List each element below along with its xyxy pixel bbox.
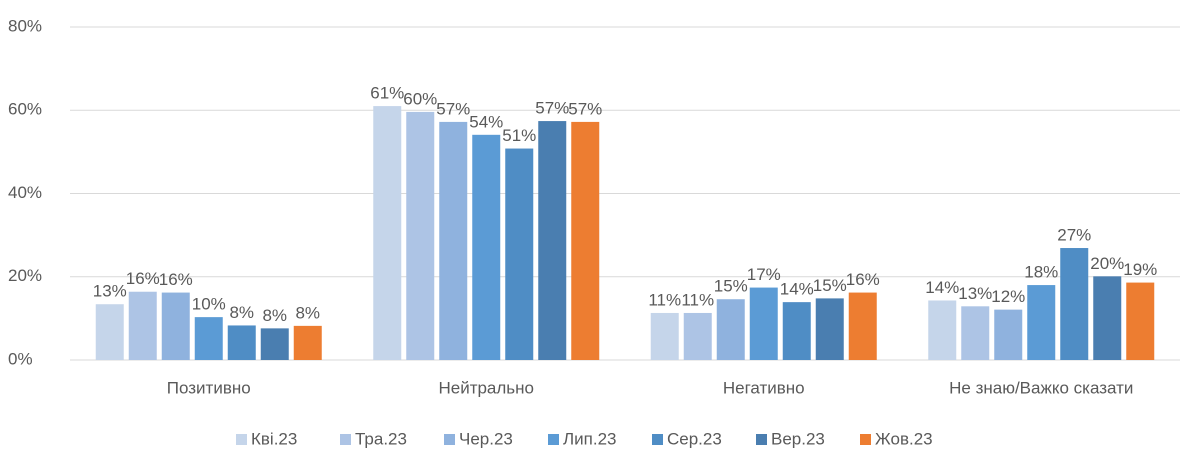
bar [227, 325, 256, 360]
data-label: 13% [93, 282, 127, 301]
data-label: 16% [159, 270, 193, 289]
data-label: 60% [403, 89, 437, 108]
legend-swatch [340, 434, 351, 445]
bar [571, 121, 600, 360]
bar [782, 302, 811, 360]
data-label: 15% [813, 276, 847, 295]
bar [260, 328, 289, 360]
data-label: 17% [747, 265, 781, 284]
data-label: 27% [1057, 226, 1091, 245]
x-tick-label: Позитивно [167, 378, 251, 397]
legend-label: Сер.23 [667, 429, 722, 448]
bar [194, 317, 223, 360]
data-label: 54% [469, 112, 503, 131]
legend-swatch [236, 434, 247, 445]
data-label: 14% [925, 278, 959, 297]
legend-swatch [756, 434, 767, 445]
data-label: 57% [568, 99, 602, 118]
data-label: 10% [192, 295, 226, 314]
y-tick-label: 60% [8, 100, 42, 119]
data-label: 12% [991, 287, 1025, 306]
y-tick-label: 80% [8, 16, 42, 35]
bar [1027, 285, 1056, 360]
bar [538, 121, 567, 360]
data-label: 51% [502, 126, 536, 145]
data-label: 11% [681, 290, 714, 309]
bar [749, 287, 778, 360]
y-tick-label: 20% [8, 266, 42, 285]
data-label: 11% [648, 290, 681, 309]
data-label: 8% [229, 303, 254, 322]
bar [505, 148, 534, 360]
bar [293, 325, 322, 360]
x-tick-label: Негативно [723, 378, 805, 397]
data-label: 16% [126, 269, 160, 288]
bar [650, 312, 679, 360]
legend-swatch [652, 434, 663, 445]
data-label: 61% [370, 84, 404, 103]
bar [373, 106, 402, 361]
legend-label: Жов.23 [875, 429, 933, 448]
bar [848, 292, 877, 360]
bar [128, 291, 157, 360]
data-label: 19% [1123, 260, 1157, 279]
bar [1093, 276, 1122, 360]
data-label: 8% [295, 303, 320, 322]
data-label: 20% [1090, 254, 1124, 273]
y-tick-label: 0% [8, 349, 33, 368]
bar [1126, 282, 1155, 360]
bar [161, 292, 190, 360]
bar [815, 298, 844, 360]
bar [472, 134, 501, 360]
bar [683, 312, 712, 360]
bar [1060, 248, 1089, 360]
bar [406, 111, 435, 360]
data-label: 57% [436, 99, 470, 118]
data-label: 14% [780, 280, 814, 299]
legend-swatch [548, 434, 559, 445]
legend-swatch [444, 434, 455, 445]
data-label: 15% [714, 277, 748, 296]
data-label: 57% [535, 99, 569, 118]
data-label: 8% [262, 306, 287, 325]
bar [994, 309, 1023, 360]
bar [716, 299, 745, 360]
x-tick-label: Не знаю/Важко сказати [949, 378, 1133, 397]
bar [95, 304, 124, 360]
data-label: 16% [846, 270, 880, 289]
legend-label: Чер.23 [459, 429, 513, 448]
data-label: 18% [1024, 263, 1058, 282]
legend-label: Кві.23 [251, 429, 297, 448]
x-tick-label: Нейтрально [438, 378, 534, 397]
legend-label: Тра.23 [355, 429, 407, 448]
bar [439, 121, 468, 360]
legend-label: Вер.23 [771, 429, 825, 448]
y-tick-label: 40% [8, 183, 42, 202]
legend-label: Лип.23 [563, 429, 617, 448]
bar [928, 300, 957, 360]
bar [961, 306, 990, 360]
legend-swatch [860, 434, 871, 445]
data-label: 13% [958, 284, 992, 303]
